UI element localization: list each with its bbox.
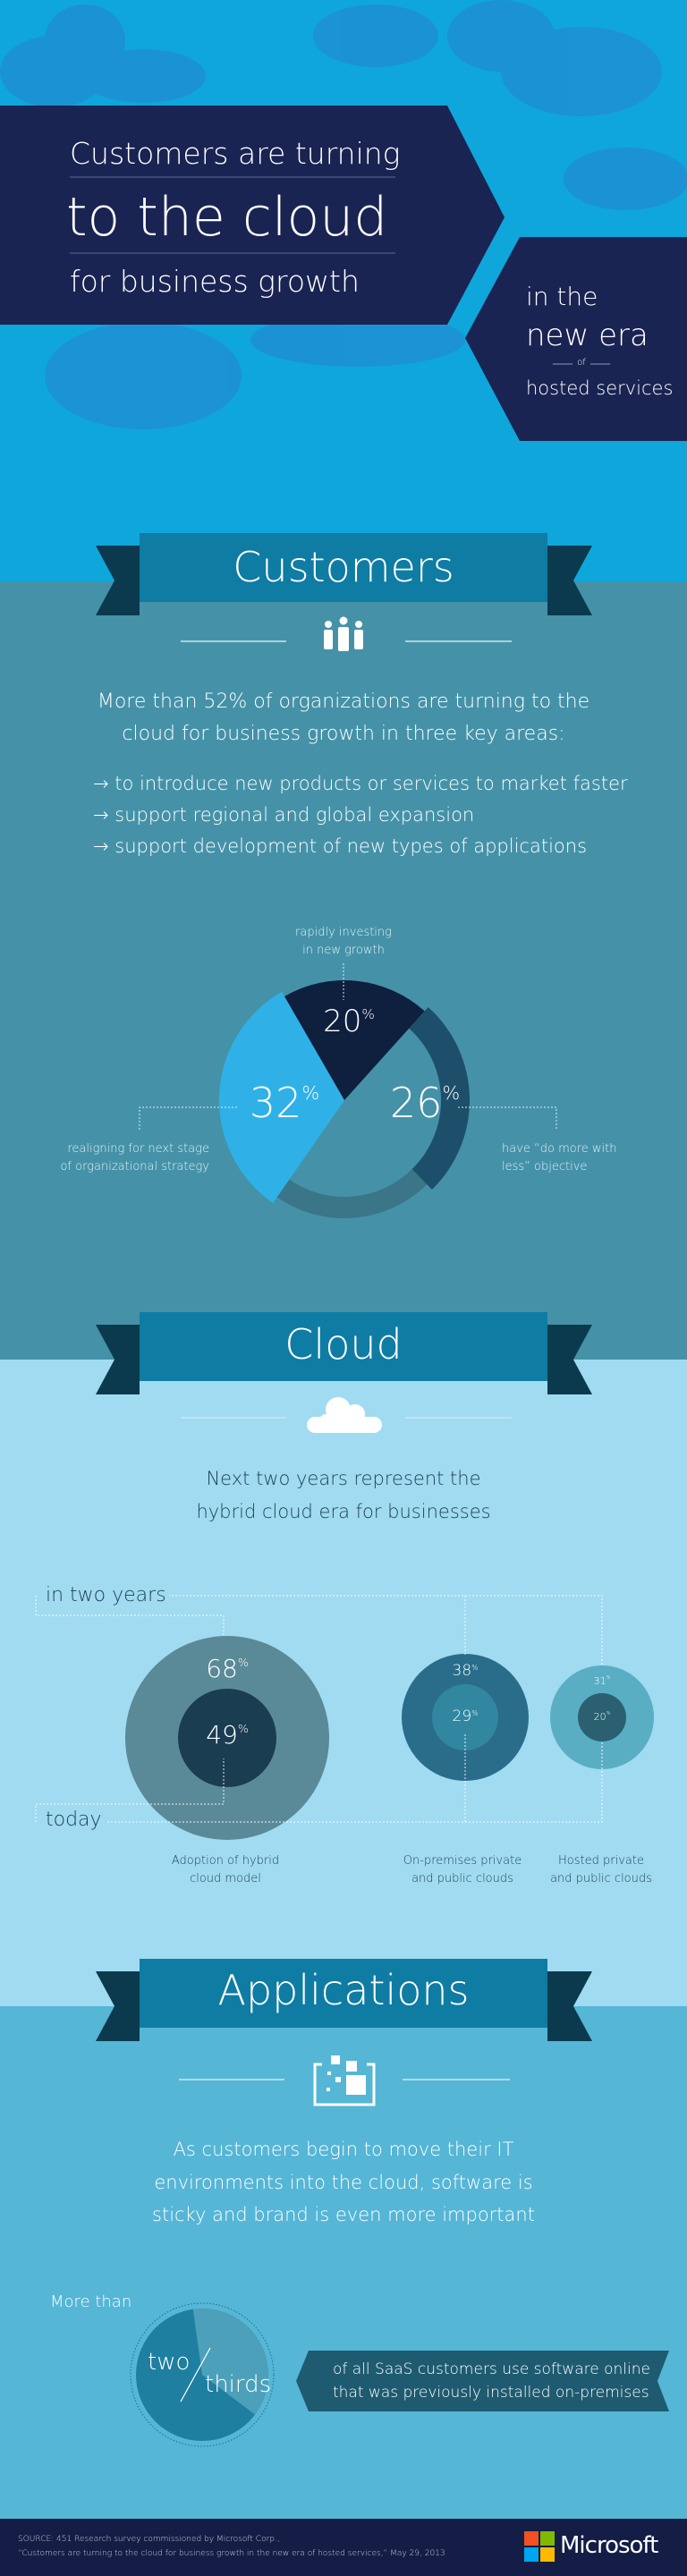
ribbon-body [140, 533, 547, 602]
apps-intro-3: sticky and brand is even more important [152, 2204, 535, 2225]
source-line-2: “Customers are turning to the cloud for … [18, 2549, 445, 2558]
one-third-slice [192, 2309, 269, 2415]
pie-label-20-line1: rapidly investing [295, 926, 392, 939]
bullet-item: → support regional and global expansion [93, 804, 475, 826]
stat-ribbon [296, 2351, 669, 2411]
bubble-label: Adoption of hybrid [171, 1854, 280, 1868]
ribbon-body [140, 1959, 547, 2028]
customers-intro-1: More than 52% of organizations are turni… [97, 691, 590, 713]
bubble-future-value: 38% [452, 1662, 479, 1680]
ribbon-body [140, 1312, 547, 1381]
microsoft-wordmark: Microsoft [560, 2532, 658, 2559]
fraction-denominator: thirds [205, 2371, 272, 2398]
ribbon-tail-left [96, 1325, 140, 1394]
bubble-today-value: 20% [593, 1711, 611, 1723]
section-ribbon [96, 1959, 592, 2041]
bubble-label: On-premises private [403, 1854, 522, 1868]
bullet-item: → support development of new types of ap… [93, 835, 588, 857]
hero-sub-3: of [577, 358, 586, 368]
pie-value-26: 26% [389, 1079, 461, 1127]
section-title-applications: Applications [217, 1966, 470, 2014]
bubble-today-value: 49% [206, 1720, 249, 1750]
fraction-slash [180, 2347, 211, 2402]
hero-sub-banner [465, 237, 687, 441]
bullet-item: → to introduce new products or services … [93, 773, 628, 794]
ribbon-tail-left [96, 1971, 140, 2041]
pie-label-26-line1: have “do more with [502, 1142, 617, 1156]
stat-line-2: that was previously installed on-premise… [333, 2384, 649, 2402]
more-than-label: More than [50, 2292, 132, 2311]
hero-sub-2: new era [526, 318, 649, 353]
stat-line-1: of all SaaS customers use software onlin… [333, 2360, 650, 2378]
hero-line-1: Customers are turning [70, 136, 401, 171]
section-title-customers: Customers [233, 543, 454, 591]
cloud-icon [307, 1397, 382, 1433]
section-title-cloud: Cloud [284, 1320, 403, 1368]
pie-ring-remainder [276, 1169, 428, 1219]
bubble-future-value: 68% [206, 1654, 249, 1683]
people-icon [324, 616, 363, 651]
apps-intro-2: environments into the cloud, software is [154, 2172, 533, 2193]
ribbon-tail-left [96, 546, 140, 615]
bubble-today-0 [178, 1689, 276, 1787]
bubble-future-value: 31% [593, 1675, 611, 1687]
hero-sub-1: in the [526, 282, 598, 311]
bubble-label: and public clouds [411, 1872, 513, 1885]
footer [0, 2519, 687, 2576]
cloud-intro-1: Next two years represent the [206, 1468, 481, 1489]
hero-banner [0, 106, 505, 325]
cloud-intro-2: hybrid cloud era for businesses [196, 1501, 491, 1522]
bubble-today-value: 29% [452, 1707, 479, 1725]
bubble-label: cloud model [190, 1872, 261, 1885]
pie-label-20-line2: in new growth [302, 944, 385, 957]
apps-icon [313, 2055, 376, 2106]
pie-slice-20 [284, 980, 425, 1100]
hero-line-3: for business growth [70, 264, 360, 299]
source-line-1: SOURCE: 451 Research survey commissioned… [18, 2535, 280, 2544]
bubble-label: Hosted private [558, 1854, 644, 1868]
dotted-ring [130, 2302, 275, 2447]
apps-intro-1: As customers begin to move their IT [173, 2139, 514, 2160]
pie-slice-32 [218, 991, 344, 1203]
section-ribbon [96, 1312, 592, 1394]
applications-section [0, 2006, 687, 2520]
pie-slice-26 [409, 1006, 470, 1191]
ribbon-tail-right [547, 1971, 592, 2041]
ribbon-tail-right [547, 1325, 592, 1394]
ribbon-tail-right [547, 546, 592, 615]
bubble-today-2 [578, 1693, 626, 1741]
pie-value-32: 32% [249, 1079, 320, 1127]
bubble-today-1 [432, 1684, 498, 1750]
pie-value-20: 20% [323, 1004, 375, 1039]
hero-line-2: to the cloud [66, 186, 388, 249]
bubble-label: and public clouds [550, 1872, 652, 1885]
pie-label-26-line2: less” objective [502, 1160, 588, 1174]
microsoft-logo [524, 2531, 555, 2562]
hero-sub-4: hosted services [526, 377, 674, 399]
future-label: in two years [43, 1586, 169, 1606]
fraction-numerator: two [148, 2349, 191, 2376]
today-label: today [43, 1810, 105, 1830]
customers-pie-chart [218, 980, 470, 1219]
pie-label-32-line1: realigning for next stage [67, 1142, 209, 1156]
customers-intro-2: cloud for business growth in three key a… [122, 723, 565, 745]
section-ribbon [96, 533, 592, 615]
pie-label-32-line2: of organizational strategy [60, 1160, 209, 1174]
